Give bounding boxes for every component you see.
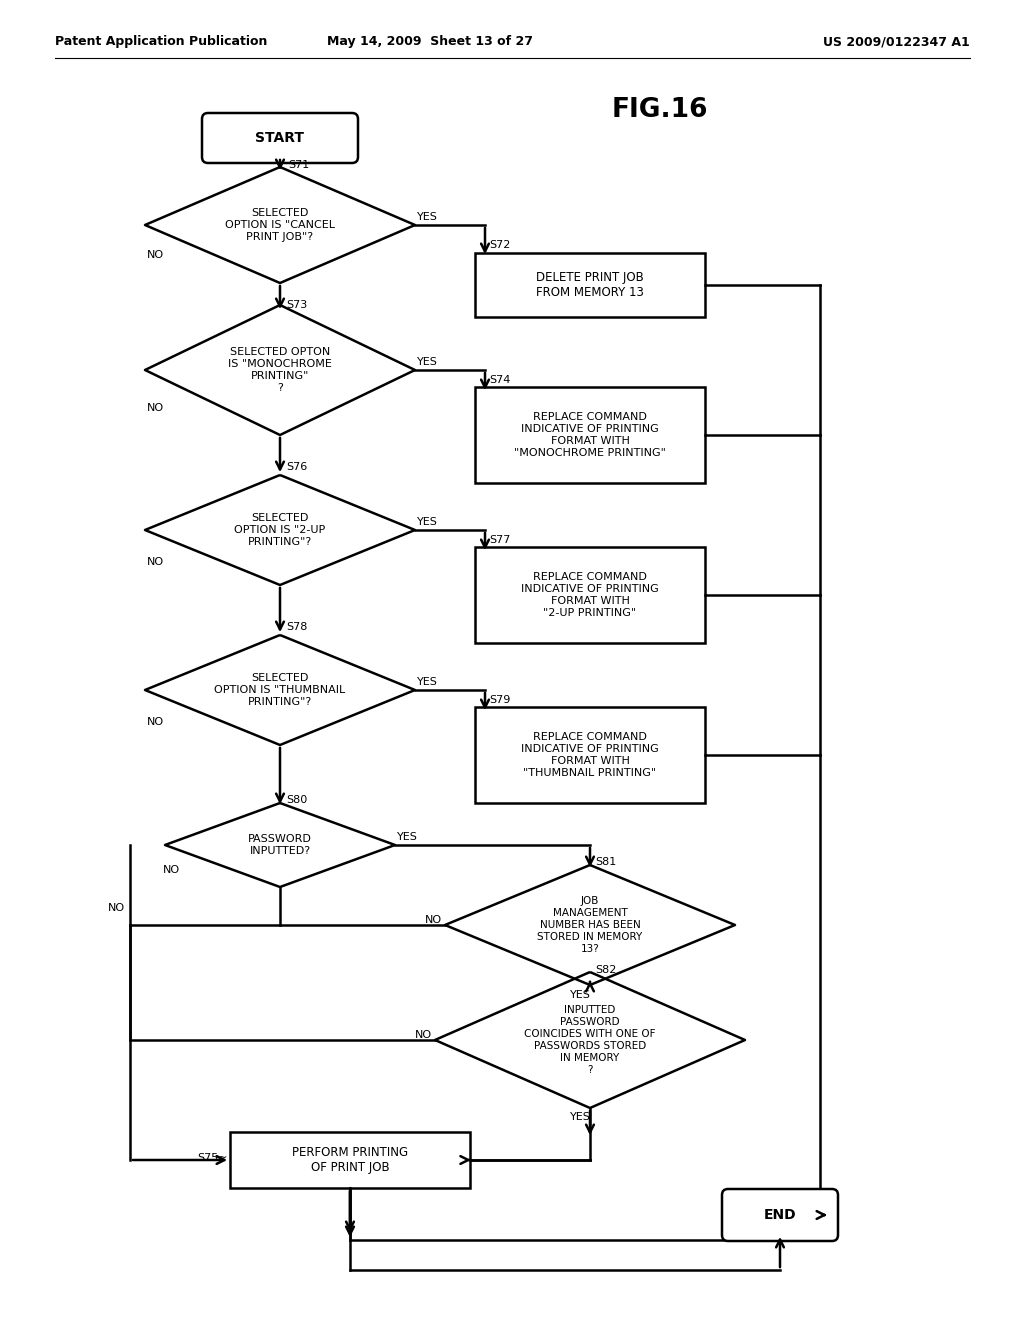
Text: INPUTTED
PASSWORD
COINCIDES WITH ONE OF
PASSWORDS STORED
IN MEMORY
?: INPUTTED PASSWORD COINCIDES WITH ONE OF … [524,1005,655,1074]
Text: NO: NO [425,915,442,925]
Text: YES: YES [417,517,438,527]
Text: START: START [256,131,304,145]
Text: SELECTED OPTON
IS "MONOCHROME
PRINTING"
?: SELECTED OPTON IS "MONOCHROME PRINTING" … [228,347,332,393]
Text: S78: S78 [286,622,307,632]
Text: SELECTED
OPTION IS "CANCEL
PRINT JOB"?: SELECTED OPTION IS "CANCEL PRINT JOB"? [225,209,335,242]
Text: NO: NO [163,865,180,875]
Text: S81: S81 [595,857,616,867]
Text: S76: S76 [286,462,307,473]
Text: S71: S71 [288,160,309,170]
Text: NO: NO [147,557,164,568]
Text: END: END [764,1208,797,1222]
Text: PASSWORD
INPUTTED?: PASSWORD INPUTTED? [248,834,312,855]
Text: SELECTED
OPTION IS "THUMBNAIL
PRINTING"?: SELECTED OPTION IS "THUMBNAIL PRINTING"? [214,673,346,708]
Text: YES: YES [569,1111,591,1122]
Text: S73: S73 [286,300,307,310]
Text: S80: S80 [286,795,307,805]
Text: NO: NO [147,717,164,727]
Text: YES: YES [397,832,418,842]
Text: NO: NO [147,403,164,413]
Text: NO: NO [108,903,125,913]
Text: REPLACE COMMAND
INDICATIVE OF PRINTING
FORMAT WITH
"THUMBNAIL PRINTING": REPLACE COMMAND INDICATIVE OF PRINTING F… [521,733,658,777]
Text: YES: YES [569,990,591,1001]
Text: US 2009/0122347 A1: US 2009/0122347 A1 [823,36,970,49]
Text: NO: NO [415,1030,432,1040]
Text: S72: S72 [489,240,510,249]
Text: Patent Application Publication: Patent Application Publication [55,36,267,49]
Bar [475,253,705,317]
Bar [230,1133,470,1188]
Text: REPLACE COMMAND
INDICATIVE OF PRINTING
FORMAT WITH
"MONOCHROME PRINTING": REPLACE COMMAND INDICATIVE OF PRINTING F… [514,412,666,458]
Text: May 14, 2009  Sheet 13 of 27: May 14, 2009 Sheet 13 of 27 [327,36,534,49]
Text: S74: S74 [489,375,510,385]
Text: REPLACE COMMAND
INDICATIVE OF PRINTING
FORMAT WITH
"2-UP PRINTING": REPLACE COMMAND INDICATIVE OF PRINTING F… [521,572,658,618]
Text: JOB
MANAGEMENT
NUMBER HAS BEEN
STORED IN MEMORY
13?: JOB MANAGEMENT NUMBER HAS BEEN STORED IN… [538,896,643,954]
Bar [475,387,705,483]
Bar [475,708,705,803]
Text: S77: S77 [489,535,510,545]
Text: FIG.16: FIG.16 [611,96,709,123]
Text: S82: S82 [595,965,616,975]
Text: YES: YES [417,356,438,367]
Bar [475,546,705,643]
Text: S75~: S75~ [198,1152,228,1163]
Text: YES: YES [417,677,438,686]
Text: S79: S79 [489,696,510,705]
Text: PERFORM PRINTING
OF PRINT JOB: PERFORM PRINTING OF PRINT JOB [292,1146,408,1175]
Text: DELETE PRINT JOB
FROM MEMORY 13: DELETE PRINT JOB FROM MEMORY 13 [536,271,644,300]
Text: YES: YES [417,213,438,222]
FancyBboxPatch shape [722,1189,838,1241]
Text: SELECTED
OPTION IS "2-UP
PRINTING"?: SELECTED OPTION IS "2-UP PRINTING"? [234,513,326,546]
FancyBboxPatch shape [202,114,358,162]
Text: NO: NO [147,249,164,260]
